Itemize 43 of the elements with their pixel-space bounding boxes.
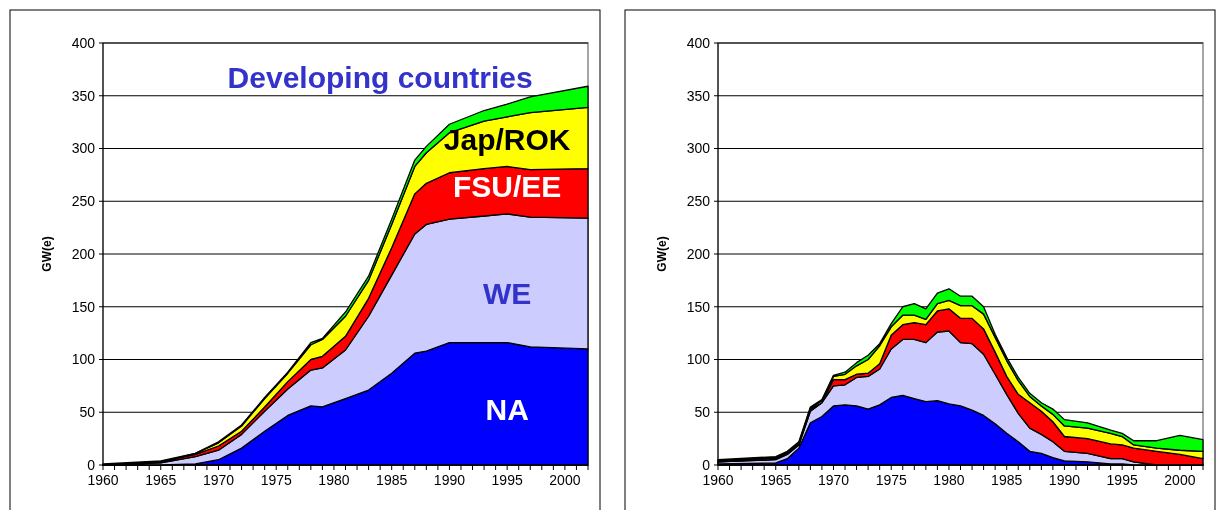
y-tick-label: 400: [71, 34, 96, 51]
x-tick-label: 1965: [760, 472, 792, 488]
y-tick-label: 200: [686, 245, 711, 262]
x-tick-label: 1975: [260, 472, 292, 488]
x-tick-label: 1995: [491, 472, 523, 488]
y-tick-label: 150: [71, 298, 96, 315]
y-tick-label: 250: [71, 193, 96, 210]
x-tick-label: 1990: [1048, 472, 1081, 488]
y-tick-label: 300: [71, 140, 96, 157]
x-tick-label: 1995: [1106, 472, 1138, 488]
x-tick-label: 1980: [318, 472, 350, 488]
y-tick-label: 300: [686, 140, 711, 157]
y-tick-label: 200: [71, 245, 96, 262]
x-tick-label: 1980: [933, 472, 965, 488]
series-label: Developing countries: [227, 60, 533, 94]
y-tick-label: 50: [694, 404, 711, 421]
y-tick-label: 0: [87, 456, 96, 473]
x-tick-label: 1985: [991, 472, 1023, 488]
x-tick-label: 1985: [376, 472, 408, 488]
y-tick-label: 150: [686, 298, 711, 315]
y-tick-label: 250: [686, 193, 711, 210]
series-label: Jap/ROK: [443, 123, 571, 157]
x-tick-label: 1975: [875, 472, 907, 488]
x-tick-label: 1990: [433, 472, 466, 488]
y-axis-title: GW(e): [40, 236, 54, 272]
y-tick-label: 400: [686, 34, 711, 51]
x-tick-label: 2000: [1164, 472, 1196, 488]
x-tick-label: 1960: [87, 472, 119, 488]
y-tick-label: 100: [686, 351, 711, 368]
y-axis-title: GW(e): [655, 236, 669, 272]
x-tick-label: 1970: [817, 472, 850, 488]
y-tick-label: 350: [686, 87, 711, 104]
y-tick-label: 350: [71, 87, 96, 104]
series-label: FSU/EE: [452, 169, 562, 203]
y-tick-label: 50: [79, 404, 96, 421]
x-tick-label: 1965: [145, 472, 177, 488]
x-tick-label: 1960: [702, 472, 734, 488]
x-tick-label: 2000: [549, 472, 581, 488]
series-label: NA: [485, 393, 529, 427]
x-tick-label: 1970: [202, 472, 235, 488]
y-tick-label: 0: [702, 456, 711, 473]
series-label: WE: [483, 277, 532, 311]
y-tick-label: 100: [71, 351, 96, 368]
